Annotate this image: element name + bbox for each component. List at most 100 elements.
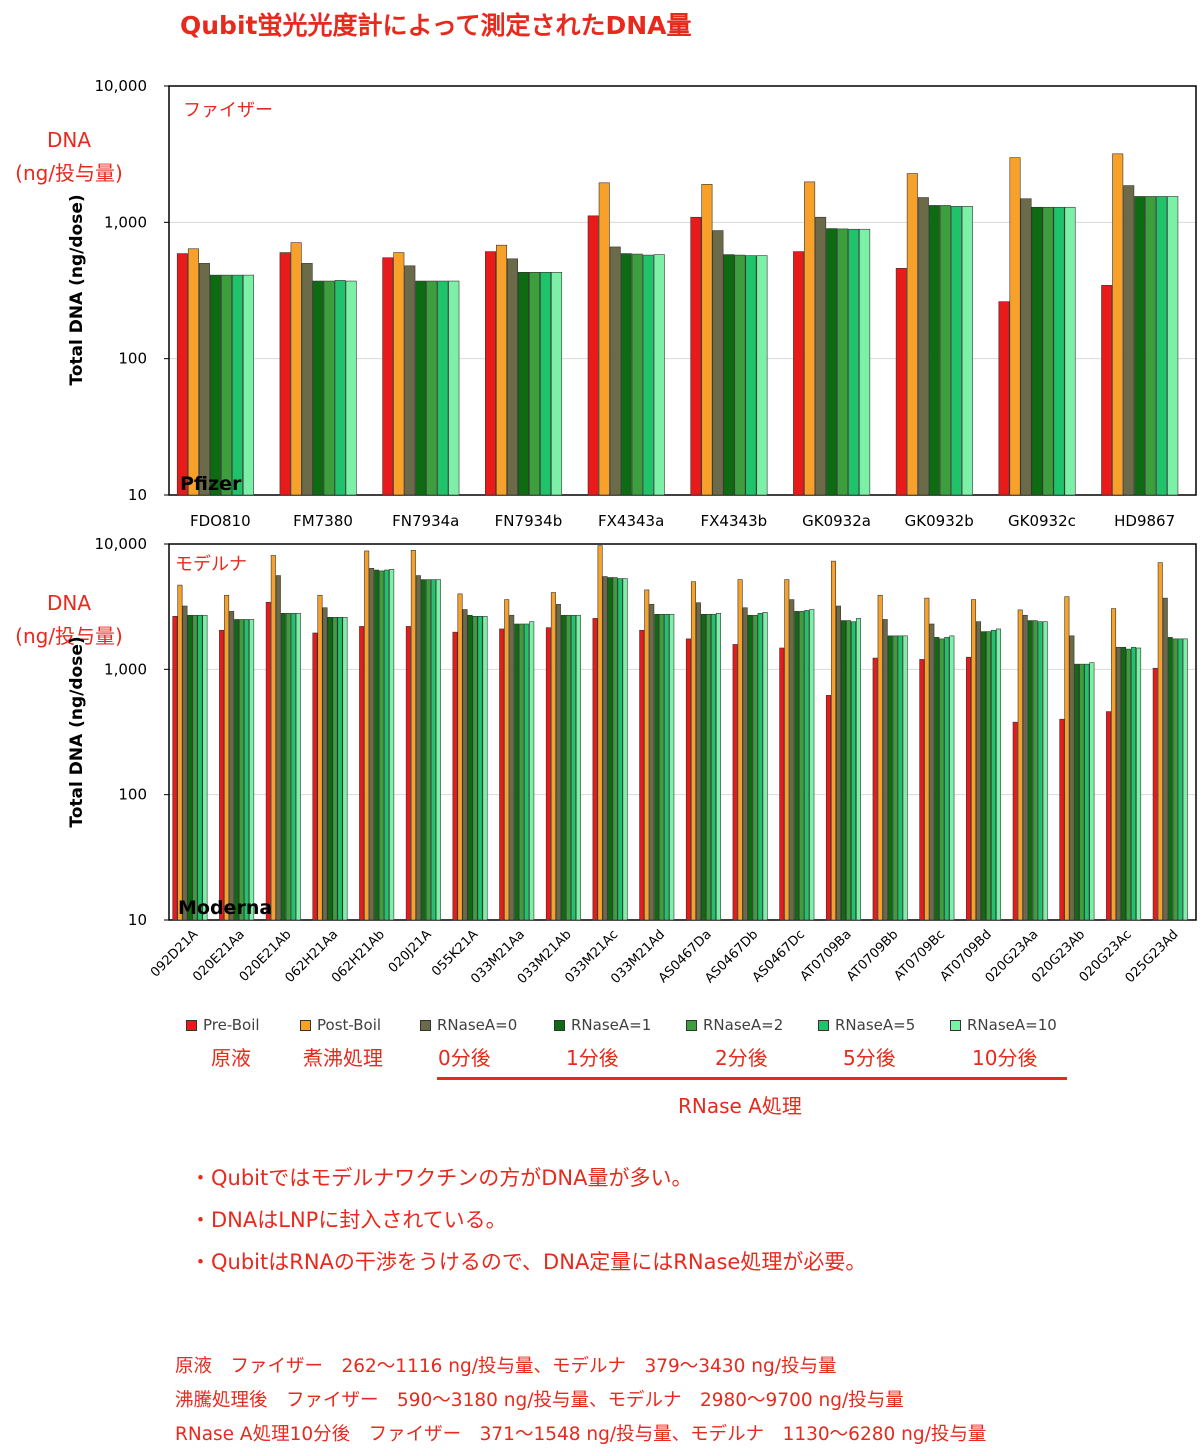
pfizer-bar-rnasea-2 [1042,206,1054,496]
pfizer-bar-pre-boil [998,301,1010,496]
pfizer-bar-post-boil [1112,153,1124,496]
moderna-bar-rnasea-5 [991,629,997,921]
rnase-bracket-line [437,1077,1067,1080]
moderna-bar-rnasea-10 [996,628,1002,921]
moderna-bar-rnasea-5 [617,578,623,921]
pfizer-xtick-label: FX4343b [701,512,768,530]
pfizer-bar-pre-boil [485,251,497,496]
moderna-bar-post-boil [924,597,930,921]
pfizer-bar-rnasea-1 [518,272,530,496]
moderna-bar-rnasea-10 [669,613,675,921]
moderna-bar-rnasea-0 [182,605,188,921]
moderna-bar-post-boil [644,589,650,921]
moderna-bar-rnasea-1 [1121,646,1127,921]
moderna-bar-rnasea-10 [809,609,815,921]
moderna-bar-rnasea-2 [939,638,945,921]
moderna-bar-rnasea-2 [892,635,898,921]
moderna-bar-rnasea-0 [555,604,561,921]
moderna-bar-rnasea-2 [612,577,618,921]
moderna-bar-rnasea-1 [794,611,800,921]
moderna-bar-rnasea-2 [659,613,665,921]
pfizer-panel-label: ファイザー [183,100,273,121]
pfizer-bar-rnasea-5 [1156,196,1168,496]
legend-item-rnasea-0: RNaseA=0 [420,1016,517,1034]
pfizer-bar-pre-boil [690,216,702,496]
legend-label: RNaseA=0 [437,1016,518,1034]
moderna-bar-post-boil [597,545,603,921]
moderna-bar-pre-boil [1106,711,1112,921]
moderna-bar-rnasea-1 [467,614,473,921]
moderna-bar-rnasea-0 [275,575,281,921]
pfizer-bar-rnasea-0 [712,230,724,496]
pfizer-watermark-label: Pfizer [180,473,242,495]
moderna-bar-post-boil [317,594,323,921]
pfizer-bar-rnasea-2 [323,280,335,496]
pfizer-bar-rnasea-10 [448,280,460,496]
moderna-bar-rnasea-0 [322,607,328,921]
moderna-bar-rnasea-1 [374,569,380,921]
moderna-bar-post-boil [877,594,883,921]
moderna-bar-rnasea-5 [337,617,343,921]
moderna-bar-rnasea-10 [855,618,861,921]
moderna-bar-rnasea-5 [1131,646,1137,921]
pfizer-bar-pre-boil [382,257,394,496]
legend-swatch [686,1020,697,1031]
pfizer-xtick-label: GK0932c [1008,512,1076,530]
moderna-bar-rnasea-1 [654,613,660,921]
pfizer-xtick-label: GK0932b [905,512,974,530]
moderna-bar-rnasea-1 [840,620,846,921]
pfizer-bar-pre-boil [793,251,805,496]
pfizer-bar-post-boil [1009,157,1021,496]
page-title: Qubit蛍光光度計によって測定されたDNA量 [180,11,692,40]
pfizer-bar-rnasea-10 [345,280,357,496]
moderna-bar-rnasea-1 [327,617,333,921]
moderna-bar-post-boil [550,592,556,921]
moderna-bar-rnasea-10 [249,619,255,921]
pfizer-bar-rnasea-1 [1134,196,1146,496]
legend-jp-0min: 0分後 [438,1046,491,1070]
moderna-bar-rnasea-1 [747,614,753,921]
pfizer-xtick-label: FM7380 [293,512,353,530]
moderna-panel-label: モデルナ [175,554,247,575]
pfizer-bar-rnasea-1 [1031,206,1043,496]
moderna-bar-rnasea-2 [425,579,431,921]
pfizer-bar-post-boil [598,182,610,496]
pfizer-bar-rnasea-5 [437,280,449,496]
moderna-bar-rnasea-5 [664,613,670,921]
moderna-bar-post-boil [364,550,370,921]
pfizer-bar-rnasea-1 [928,205,940,496]
moderna-bar-post-boil [737,579,743,921]
moderna-ytick-label: 1,000 [104,660,147,678]
pfizer-bar-rnasea-5 [642,254,654,496]
moderna-bar-rnasea-2 [565,614,571,921]
moderna-bar-pre-boil [592,618,598,921]
legend-item-pre-boil: Pre-Boil [186,1016,260,1034]
pfizer-bar-post-boil [804,181,816,496]
moderna-bar-rnasea-1 [187,614,193,921]
moderna-bar-rnasea-10 [202,614,208,921]
moderna-bar-rnasea-0 [835,605,841,921]
moderna-bar-post-boil [504,599,510,921]
summary-line: RNase A処理10分後 ファイザー 371〜1548 ng/投与量、モデルナ… [175,1424,987,1445]
moderna-bar-rnasea-2 [332,617,338,921]
legend-item-post-boil: Post-Boil [300,1016,381,1034]
moderna-bar-rnasea-2 [1172,638,1178,921]
moderna-bar-pre-boil [872,657,878,921]
moderna-bar-rnasea-5 [1084,663,1090,921]
pfizer-ytick-label: 10 [128,486,147,504]
pfizer-xtick-label: FN7934b [495,512,563,530]
pfizer-bar-rnasea-5 [950,206,962,496]
legend-item-rnasea-1: RNaseA=1 [554,1016,651,1034]
moderna-bar-rnasea-0 [789,599,795,921]
bullet-point: ・Qubitではモデルナワクチンの方がDNA量が多い。 [190,1166,693,1190]
moderna-bar-rnasea-0 [649,604,655,921]
moderna-bar-post-boil [1017,609,1023,921]
moderna-bar-pre-boil [732,644,738,921]
moderna-bar-rnasea-2 [472,615,478,921]
pfizer-ytick-label: 1,000 [104,213,147,231]
ylabel-jp-line2: (ng/投与量) [15,161,123,185]
moderna-bar-rnasea-1 [981,631,987,921]
moderna-bar-rnasea-10 [575,614,581,921]
moderna-bar-rnasea-10 [902,635,908,921]
ylabel-jp-line2: (ng/投与量) [15,624,123,648]
